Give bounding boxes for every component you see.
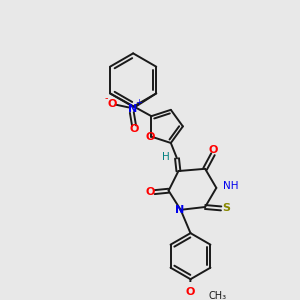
Text: O: O (145, 132, 154, 142)
Text: O: O (185, 287, 195, 297)
Text: NH: NH (224, 182, 239, 191)
Text: +: + (135, 98, 142, 107)
Text: -: - (104, 93, 108, 103)
Text: O: O (130, 124, 139, 134)
Text: N: N (176, 205, 185, 215)
Text: O: O (145, 187, 154, 197)
Text: O: O (107, 99, 117, 109)
Text: N: N (128, 104, 137, 114)
Text: O: O (209, 145, 218, 155)
Text: H: H (163, 152, 170, 162)
Text: CH₃: CH₃ (208, 291, 226, 300)
Text: S: S (223, 203, 231, 213)
